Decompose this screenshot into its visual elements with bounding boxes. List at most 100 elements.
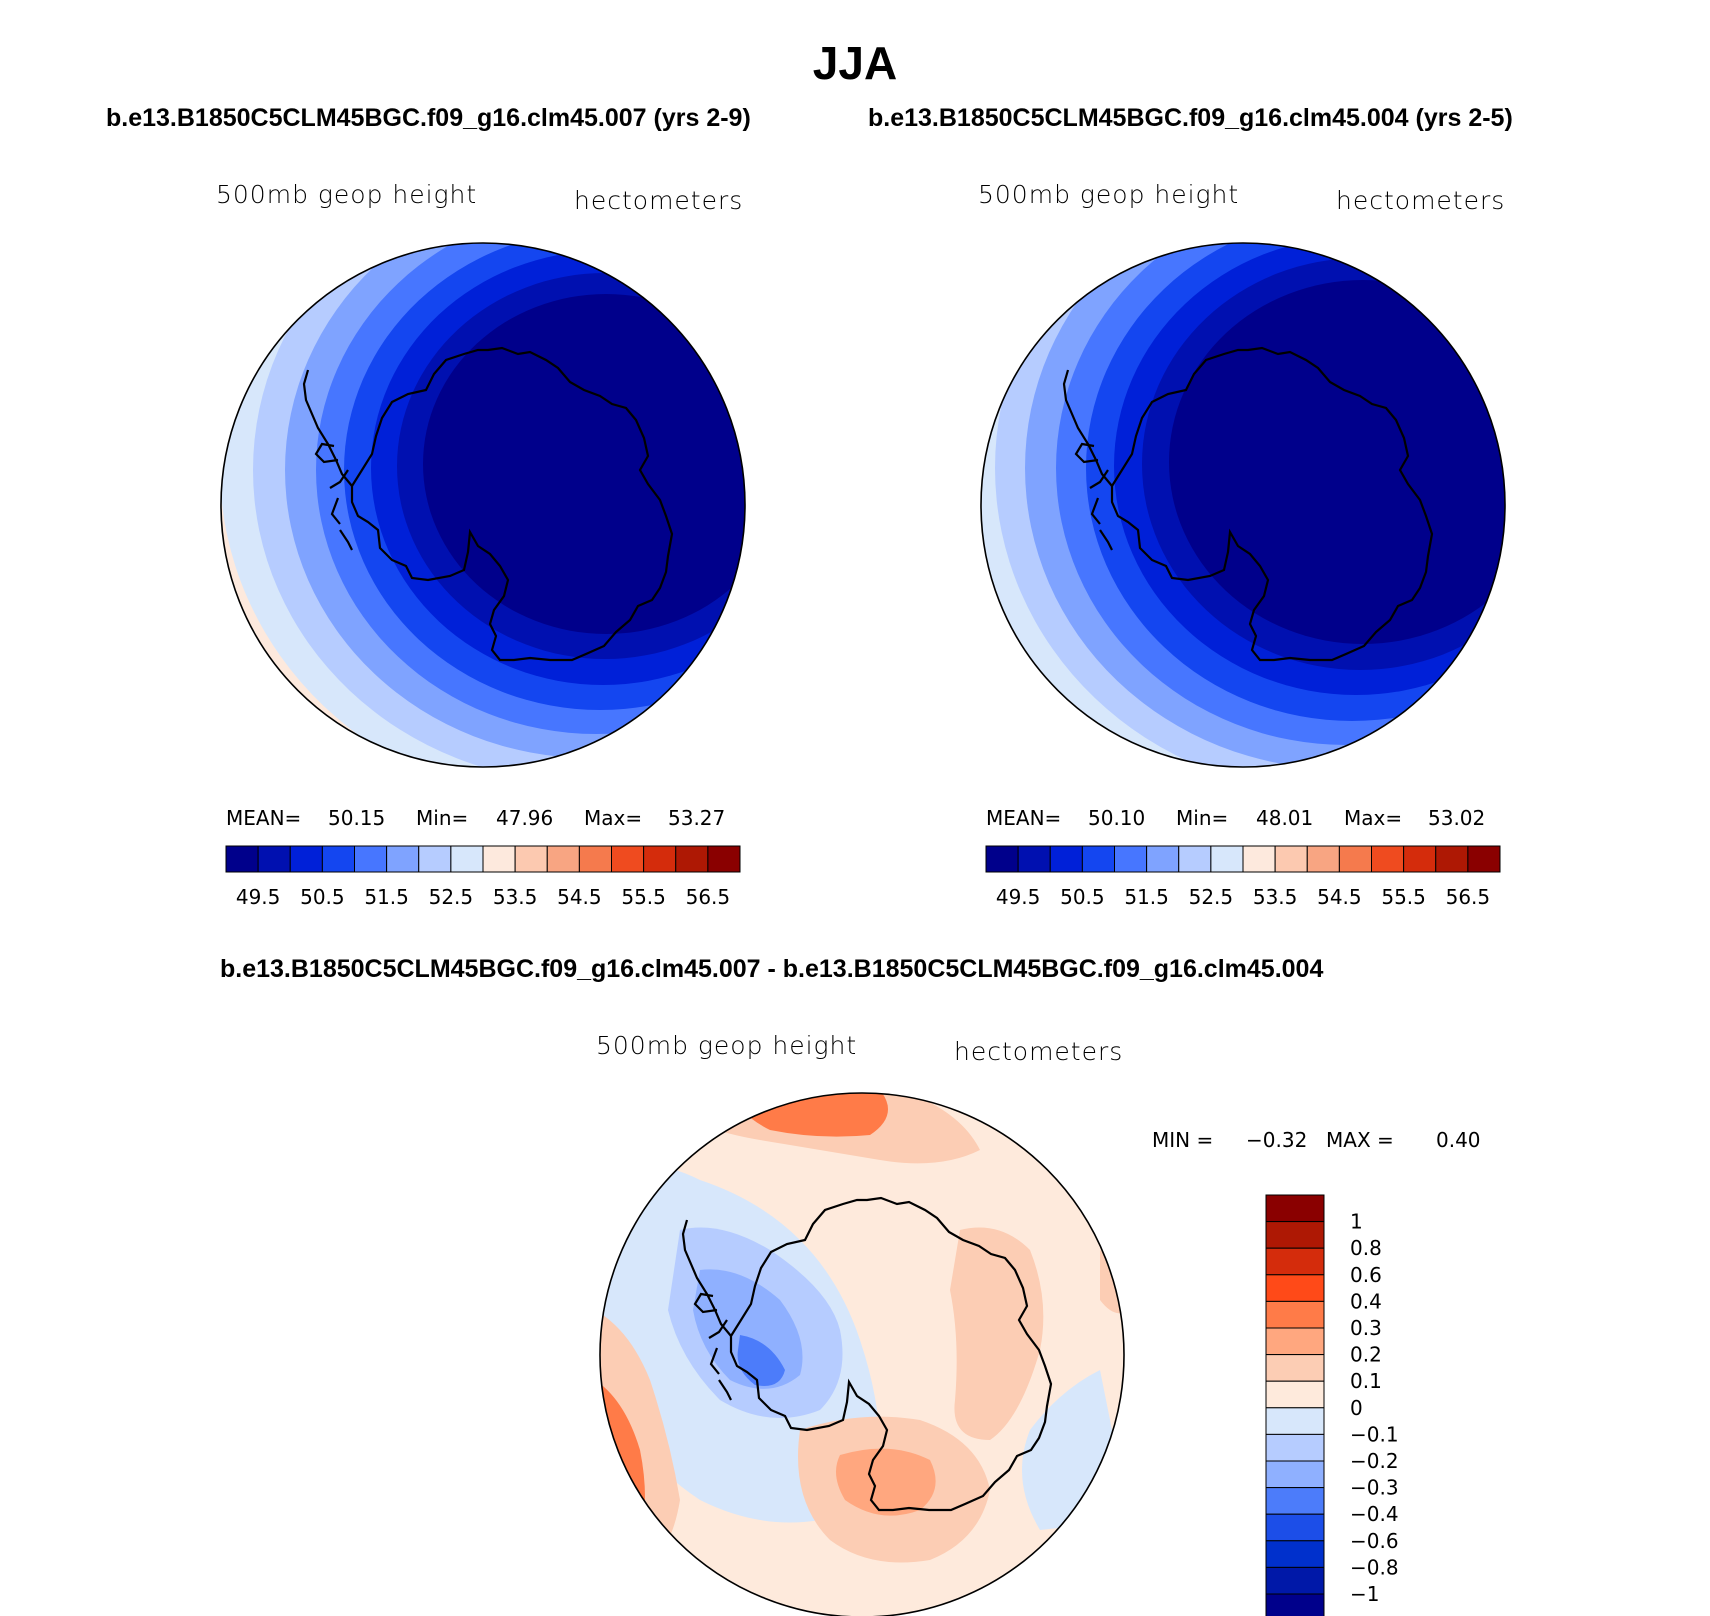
colorbar-panel2-swatch-8 xyxy=(1242,845,1276,873)
colorbar-panel1-tick-label: 50.5 xyxy=(300,885,345,909)
colorbar-panel1-tick-label: 51.5 xyxy=(364,885,409,909)
colorbar-diff-tick-label: −0.2 xyxy=(1350,1449,1399,1473)
colorbar-panel1-swatch-14 xyxy=(675,845,709,873)
panel1-max-label: Max= xyxy=(584,806,643,830)
panel2-map xyxy=(980,242,1506,768)
colorbar-panel2-swatch-2 xyxy=(1049,845,1083,873)
diff-map xyxy=(599,1092,1125,1616)
panel2-min-value: 48.01 xyxy=(1256,806,1314,830)
panel1-min-value: 47.96 xyxy=(496,806,554,830)
colorbar-panel2-tick-label: 51.5 xyxy=(1124,885,1169,909)
top-right-case-title: b.e13.B1850C5CLM45BGC.f09_g16.clm45.004 … xyxy=(868,104,1513,132)
colorbar-panel2-swatch-0 xyxy=(985,845,1019,873)
diff-max-value: 0.40 xyxy=(1436,1128,1481,1152)
colorbar-panel2-swatch-13 xyxy=(1403,845,1437,873)
colorbar-panel2-tick-label: 52.5 xyxy=(1189,885,1234,909)
colorbar-panel2-swatch-15 xyxy=(1467,845,1501,873)
colorbar-diff: 10.8 0.60.4 0.3 0.20.1 0−0.1 −0.2 −0.3−0.4 −0.6… xyxy=(1265,1194,1399,1616)
panel1-min-label: Min= xyxy=(416,806,469,830)
colorbar-panel2-swatch-3 xyxy=(1081,845,1115,873)
colorbar-diff-tick-label: 0.2 xyxy=(1350,1343,1382,1367)
panel2-max-value: 53.02 xyxy=(1428,806,1486,830)
diff-min-value: −0.32 xyxy=(1246,1128,1308,1152)
colorbar-diff-tick-label: −0.8 xyxy=(1350,1555,1399,1579)
colorbar-panel1-swatch-0 xyxy=(225,845,259,873)
colorbar-diff-tick-label: 1 xyxy=(1350,1210,1363,1234)
colorbar-diff-swatch-10 xyxy=(1265,1460,1325,1489)
colorbar-panel1-swatch-6 xyxy=(418,845,452,873)
colorbar-diff-swatch-3 xyxy=(1265,1274,1325,1302)
colorbar-panel2-swatch-10 xyxy=(1306,845,1340,873)
diff-max-label: MAX = xyxy=(1326,1128,1394,1152)
colorbar-panel2-swatch-12 xyxy=(1371,845,1405,873)
colorbar-panel2-swatch-9 xyxy=(1274,845,1308,873)
colorbar-panel1-swatch-1 xyxy=(257,845,291,873)
colorbar-diff-swatch-0 xyxy=(1265,1194,1325,1223)
top-left-case-title: b.e13.B1850C5CLM45BGC.f09_g16.clm45.007 … xyxy=(106,104,751,132)
figure-title: JJA xyxy=(812,37,898,89)
colorbar-panel2-tick-label: 50.5 xyxy=(1060,885,1105,909)
diff-units-label: hectometers xyxy=(954,1037,1124,1066)
colorbar-diff-swatch-14 xyxy=(1265,1566,1325,1595)
colorbar-panel1-swatch-13 xyxy=(643,845,677,873)
colorbar-panel1-swatch-12 xyxy=(611,845,645,873)
colorbar-diff-tick-label: −1 xyxy=(1350,1582,1379,1606)
colorbar-diff-swatch-4 xyxy=(1265,1300,1325,1329)
colorbar-panel1-swatch-10 xyxy=(546,845,580,873)
colorbar-panel1-swatch-2 xyxy=(289,845,323,873)
colorbar-panel1-swatch-8 xyxy=(482,845,516,873)
panel2-variable-label: 500mb geop height xyxy=(978,180,1240,209)
colorbar-panel1-swatch-15 xyxy=(707,845,741,873)
colorbar-panel2-swatch-5 xyxy=(1146,845,1180,873)
colorbar-diff-swatch-8 xyxy=(1265,1407,1325,1435)
panel2-mean-label: MEAN= xyxy=(986,806,1062,830)
colorbar-panel2-tick-label: 53.5 xyxy=(1253,885,1298,909)
panel2-max-label: Max= xyxy=(1344,806,1403,830)
colorbar-panel1-tick-label: 56.5 xyxy=(686,885,731,909)
colorbar-diff-tick-label: −0.4 xyxy=(1350,1502,1399,1526)
colorbar-panel1-tick-label: 49.5 xyxy=(236,885,281,909)
colorbar-panel1-tick-label: 53.5 xyxy=(493,885,538,909)
colorbar-panel2-tick-label: 49.5 xyxy=(996,885,1041,909)
colorbar-diff-tick-label: −0.1 xyxy=(1350,1422,1399,1446)
colorbar-panel1-tick-label: 52.5 xyxy=(429,885,474,909)
colorbar-panel1-swatch-11 xyxy=(578,845,612,873)
colorbar-panel2-swatch-4 xyxy=(1114,845,1148,873)
panel2-units-label: hectometers xyxy=(1336,186,1506,215)
colorbar-diff-swatch-15 xyxy=(1265,1593,1325,1616)
colorbar-panel2: 49.5 50.5 51.5 52.5 53.5 54.5 55.5 56.5 xyxy=(985,845,1501,909)
colorbar-panel2-swatch-14 xyxy=(1435,845,1469,873)
panel2-min-label: Min= xyxy=(1176,806,1229,830)
colorbar-panel1: 49.5 50.5 51.5 52.5 53.5 54.5 55.5 56.5 xyxy=(225,845,741,909)
colorbar-panel1-swatch-7 xyxy=(450,845,484,873)
colorbar-panel2-swatch-1 xyxy=(1017,845,1051,873)
panel2-mean-value: 50.10 xyxy=(1088,806,1146,830)
panel1-map xyxy=(220,242,746,768)
colorbar-diff-tick-label: −0.6 xyxy=(1350,1529,1399,1553)
panel1-max-value: 53.27 xyxy=(668,806,726,830)
panel1-mean-value: 50.15 xyxy=(328,806,386,830)
colorbar-panel1-swatch-4 xyxy=(354,845,388,873)
colorbar-diff-tick-label: 0.1 xyxy=(1350,1369,1382,1393)
panel1-variable-label: 500mb geop height xyxy=(216,180,478,209)
colorbar-panel2-tick-label: 55.5 xyxy=(1381,885,1426,909)
colorbar-panel2-swatch-11 xyxy=(1338,845,1372,873)
diff-variable-label: 500mb geop height xyxy=(596,1031,858,1060)
colorbar-diff-swatch-7 xyxy=(1265,1380,1325,1409)
colorbar-diff-swatch-1 xyxy=(1265,1221,1325,1249)
colorbar-diff-swatch-6 xyxy=(1265,1354,1325,1382)
colorbar-diff-tick-label: 0.6 xyxy=(1350,1263,1382,1287)
colorbar-panel1-swatch-5 xyxy=(386,845,420,873)
colorbar-panel1-tick-label: 55.5 xyxy=(621,885,666,909)
colorbar-panel2-swatch-7 xyxy=(1210,845,1244,873)
colorbar-panel2-tick-label: 56.5 xyxy=(1446,885,1491,909)
colorbar-diff-tick-label: −0.3 xyxy=(1350,1476,1399,1500)
colorbar-diff-tick-label: 0.3 xyxy=(1350,1316,1382,1340)
colorbar-panel1-swatch-9 xyxy=(514,845,548,873)
colorbar-panel2-tick-label: 54.5 xyxy=(1317,885,1362,909)
diff-min-label: MIN = xyxy=(1152,1128,1214,1152)
colorbar-diff-tick-label: 0.4 xyxy=(1350,1289,1382,1313)
colorbar-diff-swatch-2 xyxy=(1265,1247,1325,1276)
colorbar-panel1-tick-label: 54.5 xyxy=(557,885,602,909)
